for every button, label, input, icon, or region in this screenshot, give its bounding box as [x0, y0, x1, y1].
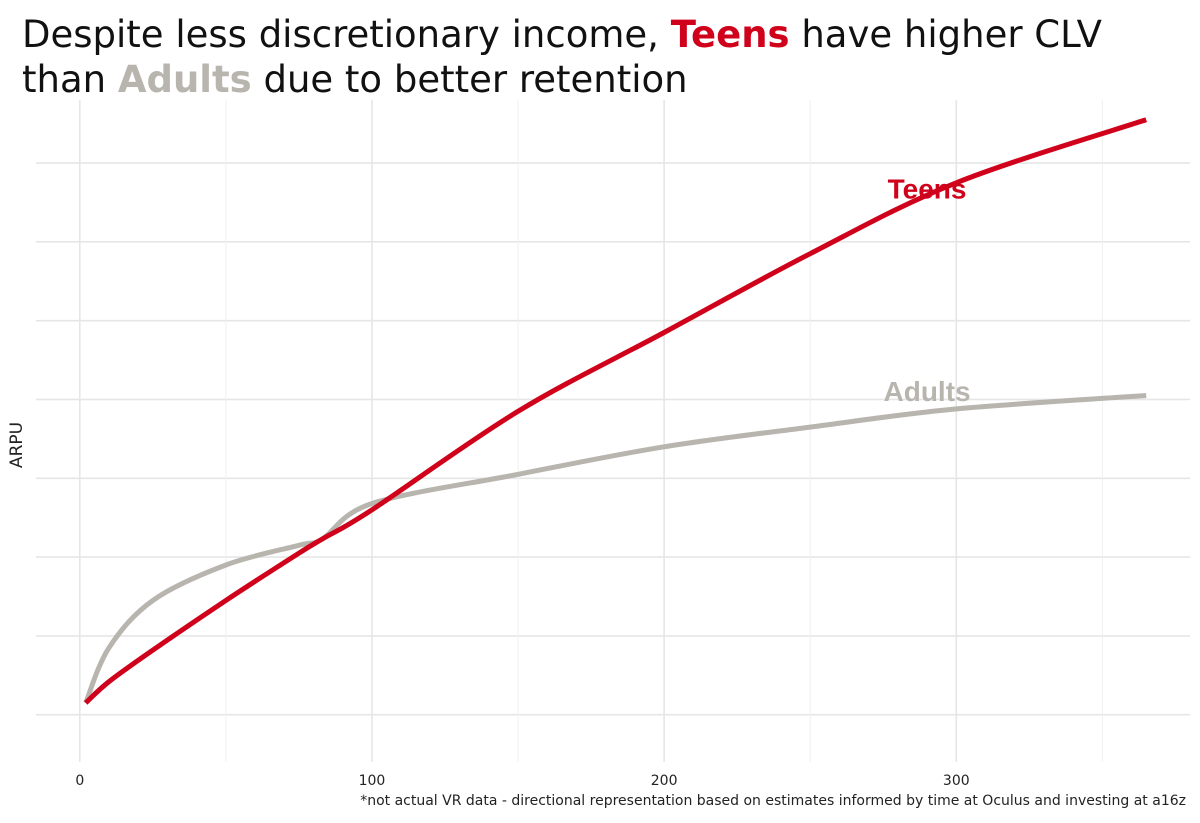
title-part3: than	[22, 58, 118, 101]
x-tick-label-3: 300	[943, 773, 970, 789]
title-adults-highlight: Adults	[117, 58, 252, 101]
title-teens-highlight: Teens	[670, 13, 790, 56]
x-tick-label-1: 100	[359, 773, 386, 789]
x-tick-label-2: 200	[651, 773, 678, 789]
series-line-teens	[83, 117, 1147, 705]
chart-title: Despite less discretionary income, Teens…	[22, 12, 1102, 102]
series-label-teens: Teens	[888, 174, 967, 205]
footnote: *not actual VR data - directional repres…	[360, 793, 1186, 809]
title-part2: have higher CLV	[789, 13, 1102, 56]
x-tick-label-0: 0	[75, 773, 84, 789]
series-label-adults: Adults	[884, 376, 971, 407]
title-part1: Despite less discretionary income,	[22, 13, 671, 56]
y-axis-label: ARPU	[7, 422, 27, 468]
title-part4: due to better retention	[251, 58, 688, 101]
series-line-adults	[83, 393, 1147, 704]
